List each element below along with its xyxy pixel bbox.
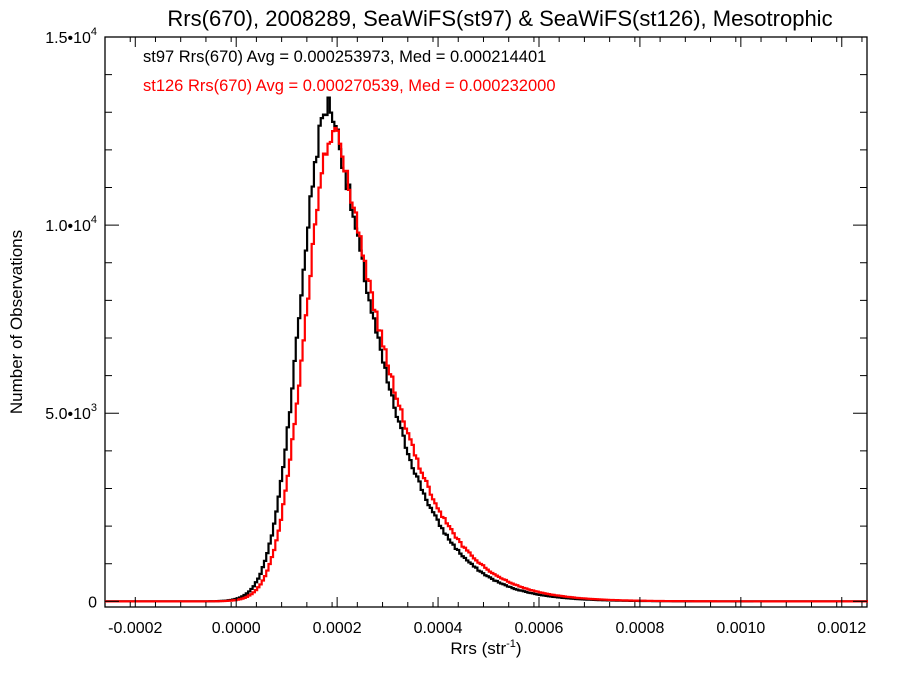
- chart-title: Rrs(670), 2008289, SeaWiFS(st97) & SeaWi…: [167, 6, 832, 31]
- stat-text-st126: st126 Rrs(670) Avg = 0.000270539, Med = …: [143, 77, 556, 95]
- histogram-st97: [105, 96, 869, 603]
- x-tick-labels: -0.0002 0.0000 0.0002 0.0004 0.0006 0.0008 0.0…: [108, 620, 866, 637]
- x-tick-label: 0.0004: [414, 620, 463, 637]
- x-tick-label: -0.0002: [108, 620, 162, 637]
- tick-layer: [105, 36, 867, 607]
- stat-text-st97: st97 Rrs(670) Avg = 0.000253973, Med = 0…: [143, 48, 546, 66]
- y-tick-label: 1.5•104: [45, 26, 97, 47]
- y-axis-label: Number of Observations: [7, 230, 26, 414]
- series-layer: [105, 96, 869, 603]
- x-tick-label: 0.0012: [817, 620, 866, 637]
- y-tick-label: 0: [88, 594, 97, 611]
- y-tick-labels: 0 5.0•103 1.0•104 1.5•104: [45, 26, 97, 611]
- y-tick-label: 1.0•104: [45, 214, 97, 235]
- x-tick-label: 0.0008: [615, 620, 664, 637]
- plot-frame: [104, 36, 868, 608]
- x-tick-label: 0.0010: [716, 620, 765, 637]
- x-tick-label: 0.0002: [313, 620, 362, 637]
- y-tick-label: 5.0•103: [45, 402, 97, 423]
- x-tick-label: 0.0006: [515, 620, 564, 637]
- x-axis-label: Rrs (str-1): [450, 638, 521, 658]
- plot-area: [104, 36, 868, 608]
- x-tick-label: 0.0000: [212, 620, 261, 637]
- histogram-st126: [105, 126, 869, 603]
